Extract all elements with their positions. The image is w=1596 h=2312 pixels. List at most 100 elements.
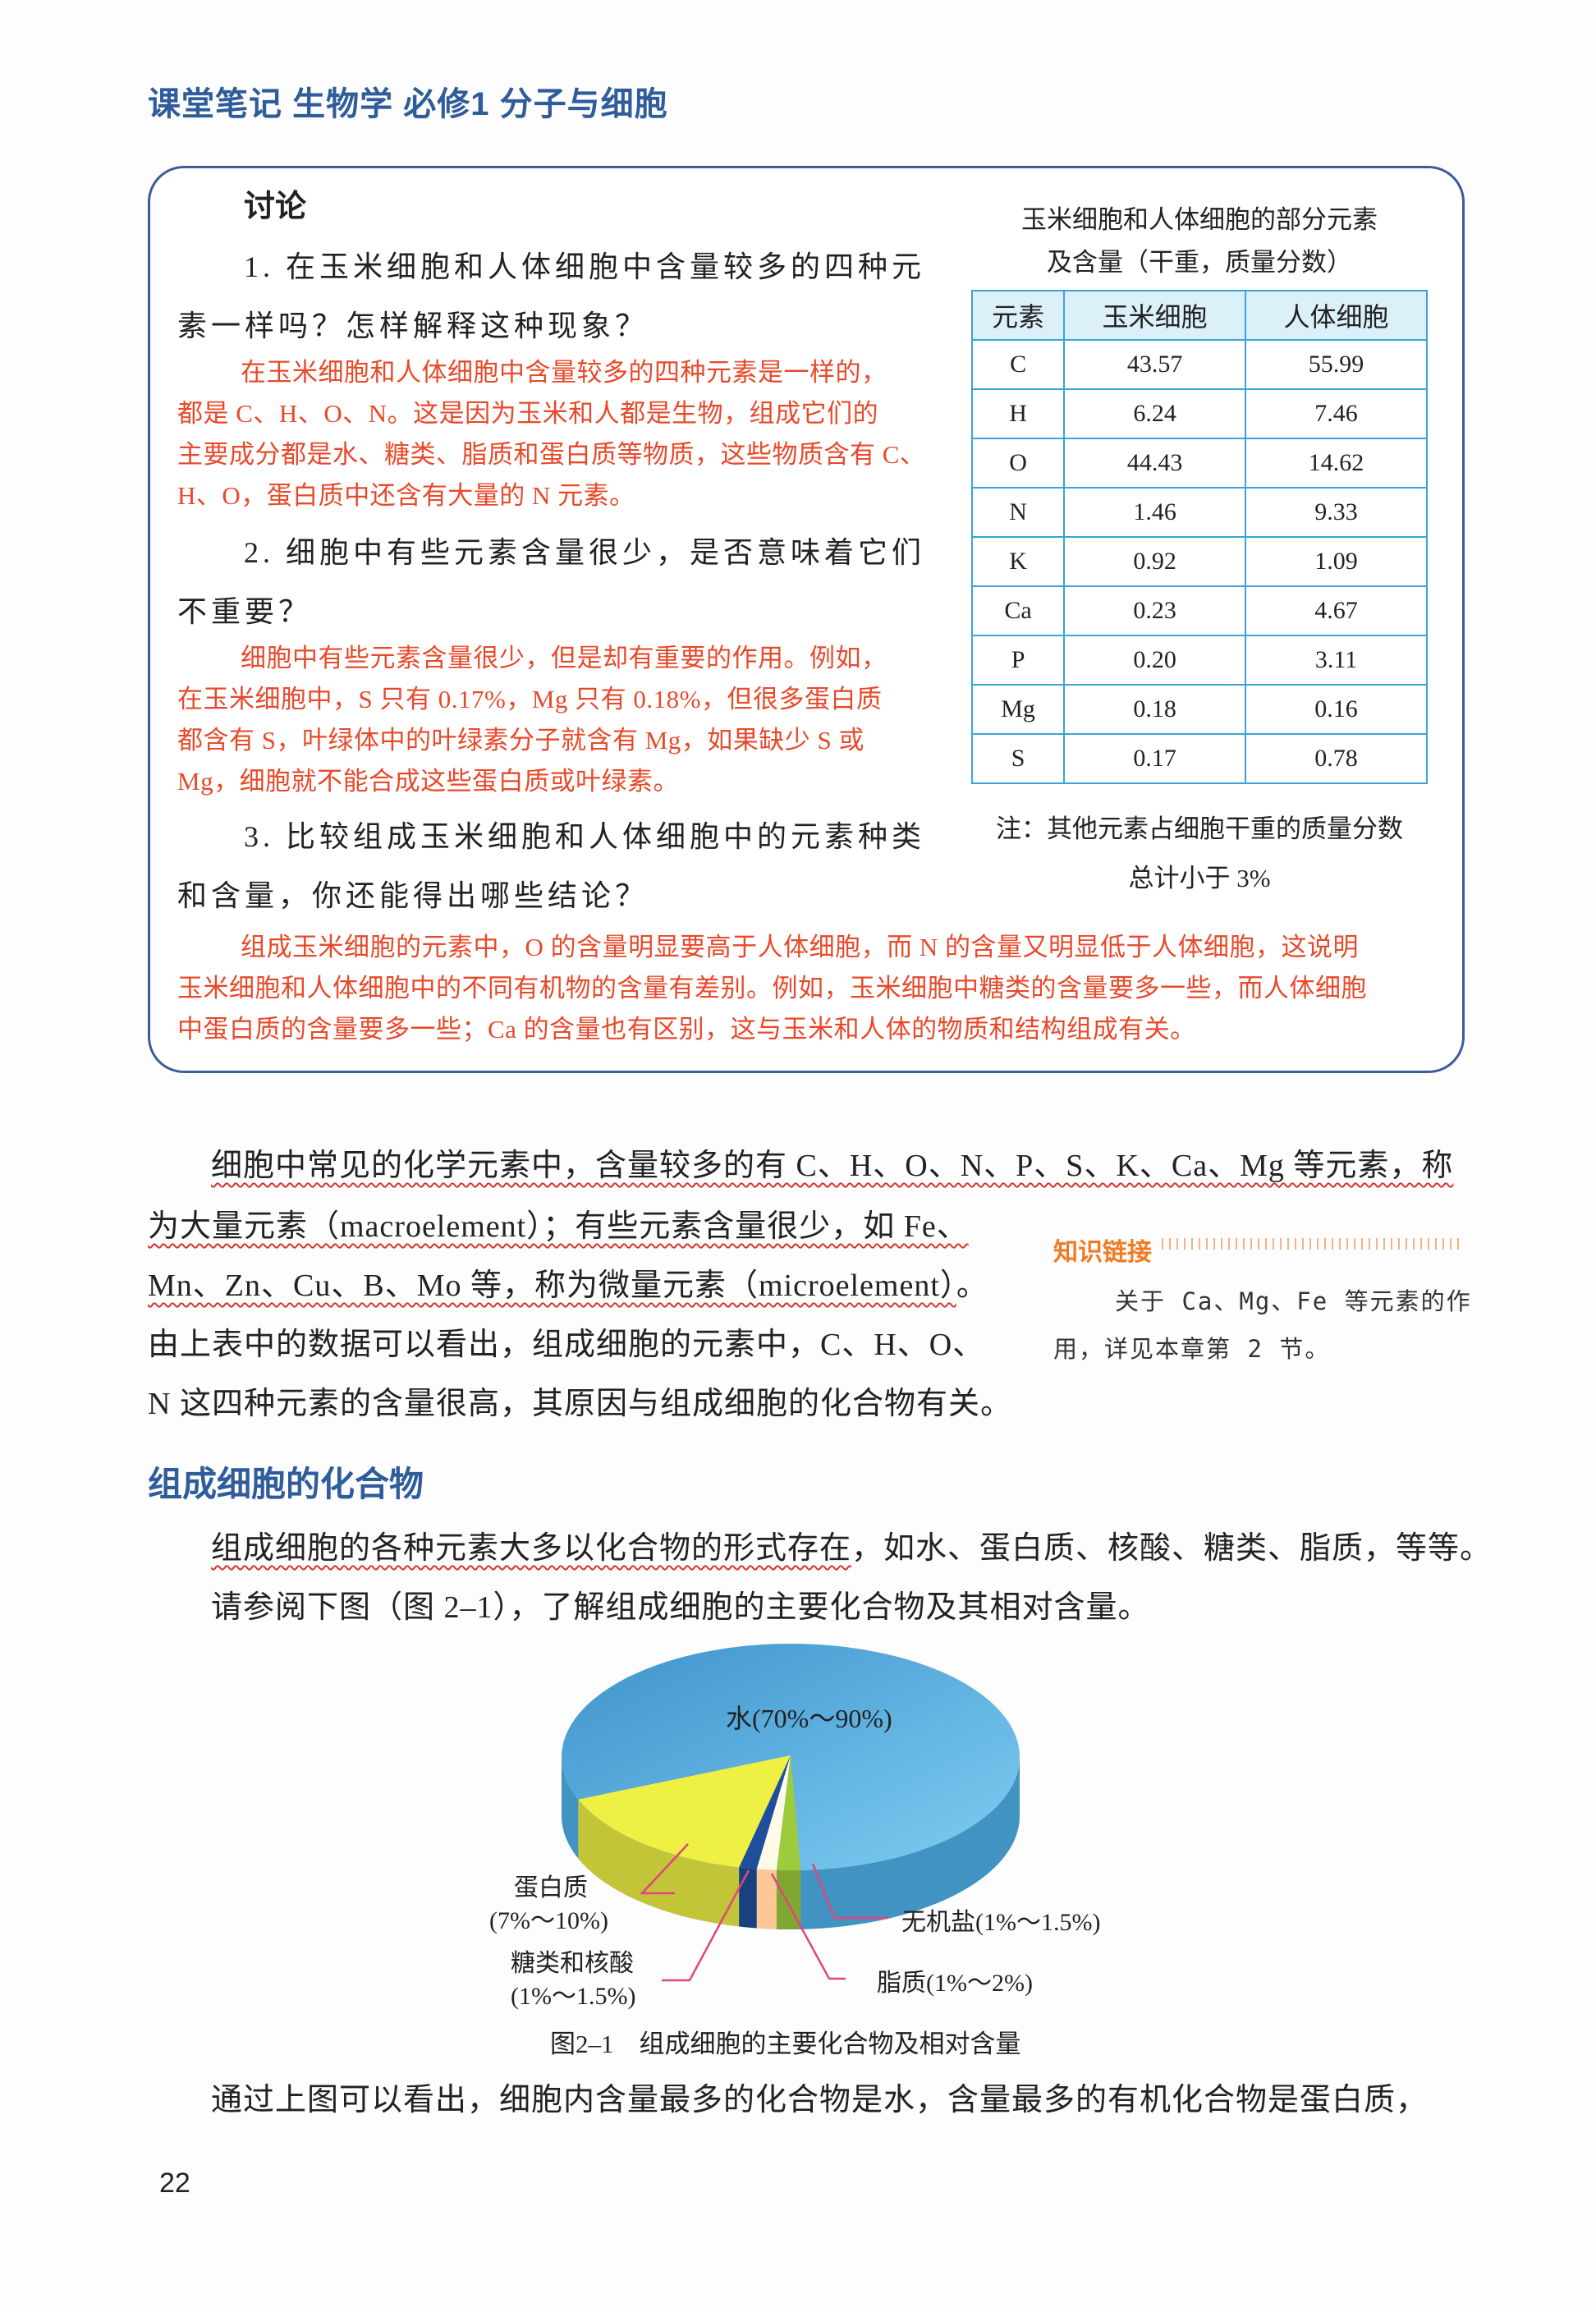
question-3-line-2: 和含量，你还能得出哪些结论？ <box>177 879 649 912</box>
slice-top-脂质 <box>756 1755 791 1870</box>
body-line-2: 为大量元素（macroelement）；有些元素含量很少，如 Fe、 <box>148 1209 969 1244</box>
knowledge-link-divider <box>1159 1238 1463 1250</box>
table-cell: 3.11 <box>1245 635 1428 686</box>
table-cell: N <box>970 487 1066 538</box>
table-cell: 0.78 <box>1245 733 1428 784</box>
slice-top-无机盐 <box>776 1755 801 1870</box>
table-cell: 0.16 <box>1245 684 1428 735</box>
body-line-1: 细胞中常见的化学元素中，含量较多的有 C、H、O、N、P、S、K、Ca、Mg 等… <box>211 1149 1454 1183</box>
answer-3-line: 组成玉米细胞的元素中，O 的含量明显要高于人体细胞，而 N 的含量又明显低于人体… <box>241 933 1360 961</box>
body-line-3: Mn、Zn、Cu、B、Mo 等，称为微量元素（microelement） <box>148 1268 956 1303</box>
slice-side-1 <box>578 1799 740 1927</box>
body-line-5: N 这四种元素的含量很高，其原因与组成细胞的化合物有关。 <box>148 1387 1012 1421</box>
table-cell: O <box>970 438 1066 489</box>
column-header: 人体细胞 <box>1245 290 1428 341</box>
slice-side-3 <box>756 1869 777 1929</box>
label-salt: 无机盐(1%～1.5%) <box>901 1909 1101 1936</box>
table-row: H 6.24 7.46 <box>970 388 1428 439</box>
table-cell: K <box>970 536 1066 587</box>
question-1-line-2: 素一样吗？怎样解释这种现象？ <box>177 310 649 342</box>
table-cell: 44.43 <box>1063 438 1247 489</box>
column-header: 元素 <box>970 290 1066 341</box>
table-cell: 14.62 <box>1245 438 1428 489</box>
label-lipid: 脂质(1%～2%) <box>877 1970 1033 1997</box>
table-cell: 43.57 <box>1063 339 1247 390</box>
table-cell: 0.18 <box>1063 684 1247 735</box>
label-protein-name: 蛋白质 <box>514 1874 588 1901</box>
question-3-line-1: 3. 比较组成玉米细胞和人体细胞中的元素种类 <box>244 820 926 853</box>
label-sugar-name: 糖类和核酸 <box>511 1950 634 1977</box>
table-row: C 43.57 55.99 <box>970 339 1428 390</box>
label-protein-range: (7%～10%) <box>489 1907 608 1934</box>
table-note-line-1: 注：其他元素占细胞干重的质量分数 <box>996 814 1403 843</box>
table-caption-line-2: 及含量（干重，质量分数） <box>1047 248 1352 277</box>
section-line-2: 请参阅下图（图 2–1），了解组成细胞的主要化合物及其相对含量。 <box>211 1590 1150 1625</box>
table-cell: 0.92 <box>1063 536 1247 587</box>
body-line-3-end: 。 <box>956 1268 988 1303</box>
table-cell: 55.99 <box>1245 339 1428 390</box>
answer-3-line: 玉米细胞和人体细胞中的不同有机物的含量有差别。例如，玉米细胞中糖类的含量要多一些… <box>177 974 1367 1002</box>
leader-salt <box>811 1863 888 1920</box>
question-2-line-1: 2. 细胞中有些元素含量很少，是否意味着它们 <box>244 536 926 569</box>
page-number: 22 <box>159 2168 190 2199</box>
knowledge-link-line-1: 关于 Ca、Mg、Fe 等元素的作 <box>1115 1287 1472 1315</box>
table-note-line-2: 总计小于 3% <box>1128 864 1271 892</box>
leader-lipid <box>770 1873 846 1980</box>
table-cell: 0.23 <box>1063 585 1247 636</box>
figure-caption: 图2–1 组成细胞的主要化合物及相对含量 <box>550 2030 1021 2058</box>
answer-1-line: H、O，蛋白质中还含有大量的 N 元素。 <box>177 481 635 510</box>
running-head: 课堂笔记 生物学 必修1 分子与细胞 <box>148 86 668 122</box>
body-line-4: 由上表中的数据可以看出，组成细胞的元素中，C、H、O、 <box>148 1328 985 1362</box>
slice-top-糖类和核酸 <box>739 1755 791 1869</box>
table-cell: 0.17 <box>1063 733 1247 784</box>
table-row: N 1.46 9.33 <box>970 487 1428 538</box>
table-cell: Ca <box>970 585 1066 636</box>
last-line: 通过上图可以看出，细胞内含量最多的化合物是水，含量最多的有机化合物是蛋白质， <box>211 2083 1429 2117</box>
section-line-1-underlined: 组成细胞的各种元素大多以化合物的形式存在 <box>211 1531 852 1566</box>
label-sugar-range: (1%～1.5%) <box>511 1983 636 2010</box>
table-cell: 0.20 <box>1063 635 1247 686</box>
knowledge-link-line-2: 用，详见本章第 2 节。 <box>1053 1335 1331 1363</box>
table-cell: 9.33 <box>1245 487 1428 538</box>
table-row: K 0.92 1.09 <box>970 536 1428 587</box>
table-cell: 7.46 <box>1245 388 1428 439</box>
section-heading: 组成细胞的化合物 <box>148 1465 424 1503</box>
answer-3-line: 中蛋白质的含量要多一些；Ca 的含量也有区别，这与玉米和人体的物质和结构组成有关… <box>177 1015 1196 1044</box>
table-row: Mg 0.18 0.16 <box>970 684 1428 735</box>
element-table: 元素 玉米细胞 人体细胞 C 43.57 55.99 H 6.24 7.46 O 44.43 1… <box>970 290 1428 784</box>
question-1-line-1: 1. 在玉米细胞和人体细胞中含量较多的四种元 <box>244 250 926 283</box>
column-header: 玉米细胞 <box>1063 290 1247 341</box>
answer-2-line: 细胞中有些元素含量很少，但是却有重要的作用。例如， <box>241 644 887 672</box>
knowledge-link-title: 知识链接 <box>1053 1239 1152 1266</box>
table-row: S 0.17 0.78 <box>970 733 1428 784</box>
slice-side-2 <box>739 1867 757 1929</box>
answer-1-line: 主要成分都是水、糖类、脂质和蛋白质等物质，这些物质含有 C、 <box>177 440 926 469</box>
question-2-line-2: 不重要？ <box>177 595 313 628</box>
table-row: Ca 0.23 4.67 <box>970 585 1428 636</box>
leader-protein <box>640 1843 689 1895</box>
answer-1-line: 都是 C、H、O、N。这是因为玉米和人都是生物，组成它们的 <box>177 399 879 428</box>
table-caption-line-1: 玉米细胞和人体细胞的部分元素 <box>1021 205 1378 234</box>
table-cell: P <box>970 635 1066 686</box>
table-cell: H <box>970 388 1066 439</box>
table-cell: S <box>970 733 1066 784</box>
answer-2-line: 在玉米细胞中，S 只有 0.17%，Mg 只有 0.18%，但很多蛋白质 <box>177 685 883 713</box>
slice-top-蛋白质 <box>578 1755 791 1868</box>
table-row: O 44.43 14.62 <box>970 438 1428 489</box>
table-header-row: 元素 玉米细胞 人体细胞 <box>970 290 1428 341</box>
table-cell: 1.46 <box>1063 487 1247 538</box>
discussion-title: 讨论 <box>244 190 307 224</box>
leader-sugar <box>662 1869 750 1982</box>
table-cell: C <box>970 339 1066 390</box>
table-cell: Mg <box>970 684 1066 735</box>
table-cell: 6.24 <box>1063 388 1247 439</box>
table-cell: 4.67 <box>1245 585 1428 636</box>
answer-2-line: 都含有 S，叶绿体中的叶绿素分子就含有 Mg，如果缺少 S 或 <box>177 726 865 755</box>
table-row: P 0.20 3.11 <box>970 635 1428 686</box>
label-water: 水(70%～90%) <box>726 1704 892 1733</box>
answer-2-line: Mg，细胞就不能合成这些蛋白质或叶绿素。 <box>177 767 680 796</box>
answer-1-line: 在玉米细胞和人体细胞中含量较多的四种元素是一样的， <box>241 358 887 387</box>
table-cell: 1.09 <box>1245 536 1428 587</box>
section-line-1-rest: ，如水、蛋白质、核酸、糖类、脂质，等等。 <box>851 1531 1493 1566</box>
